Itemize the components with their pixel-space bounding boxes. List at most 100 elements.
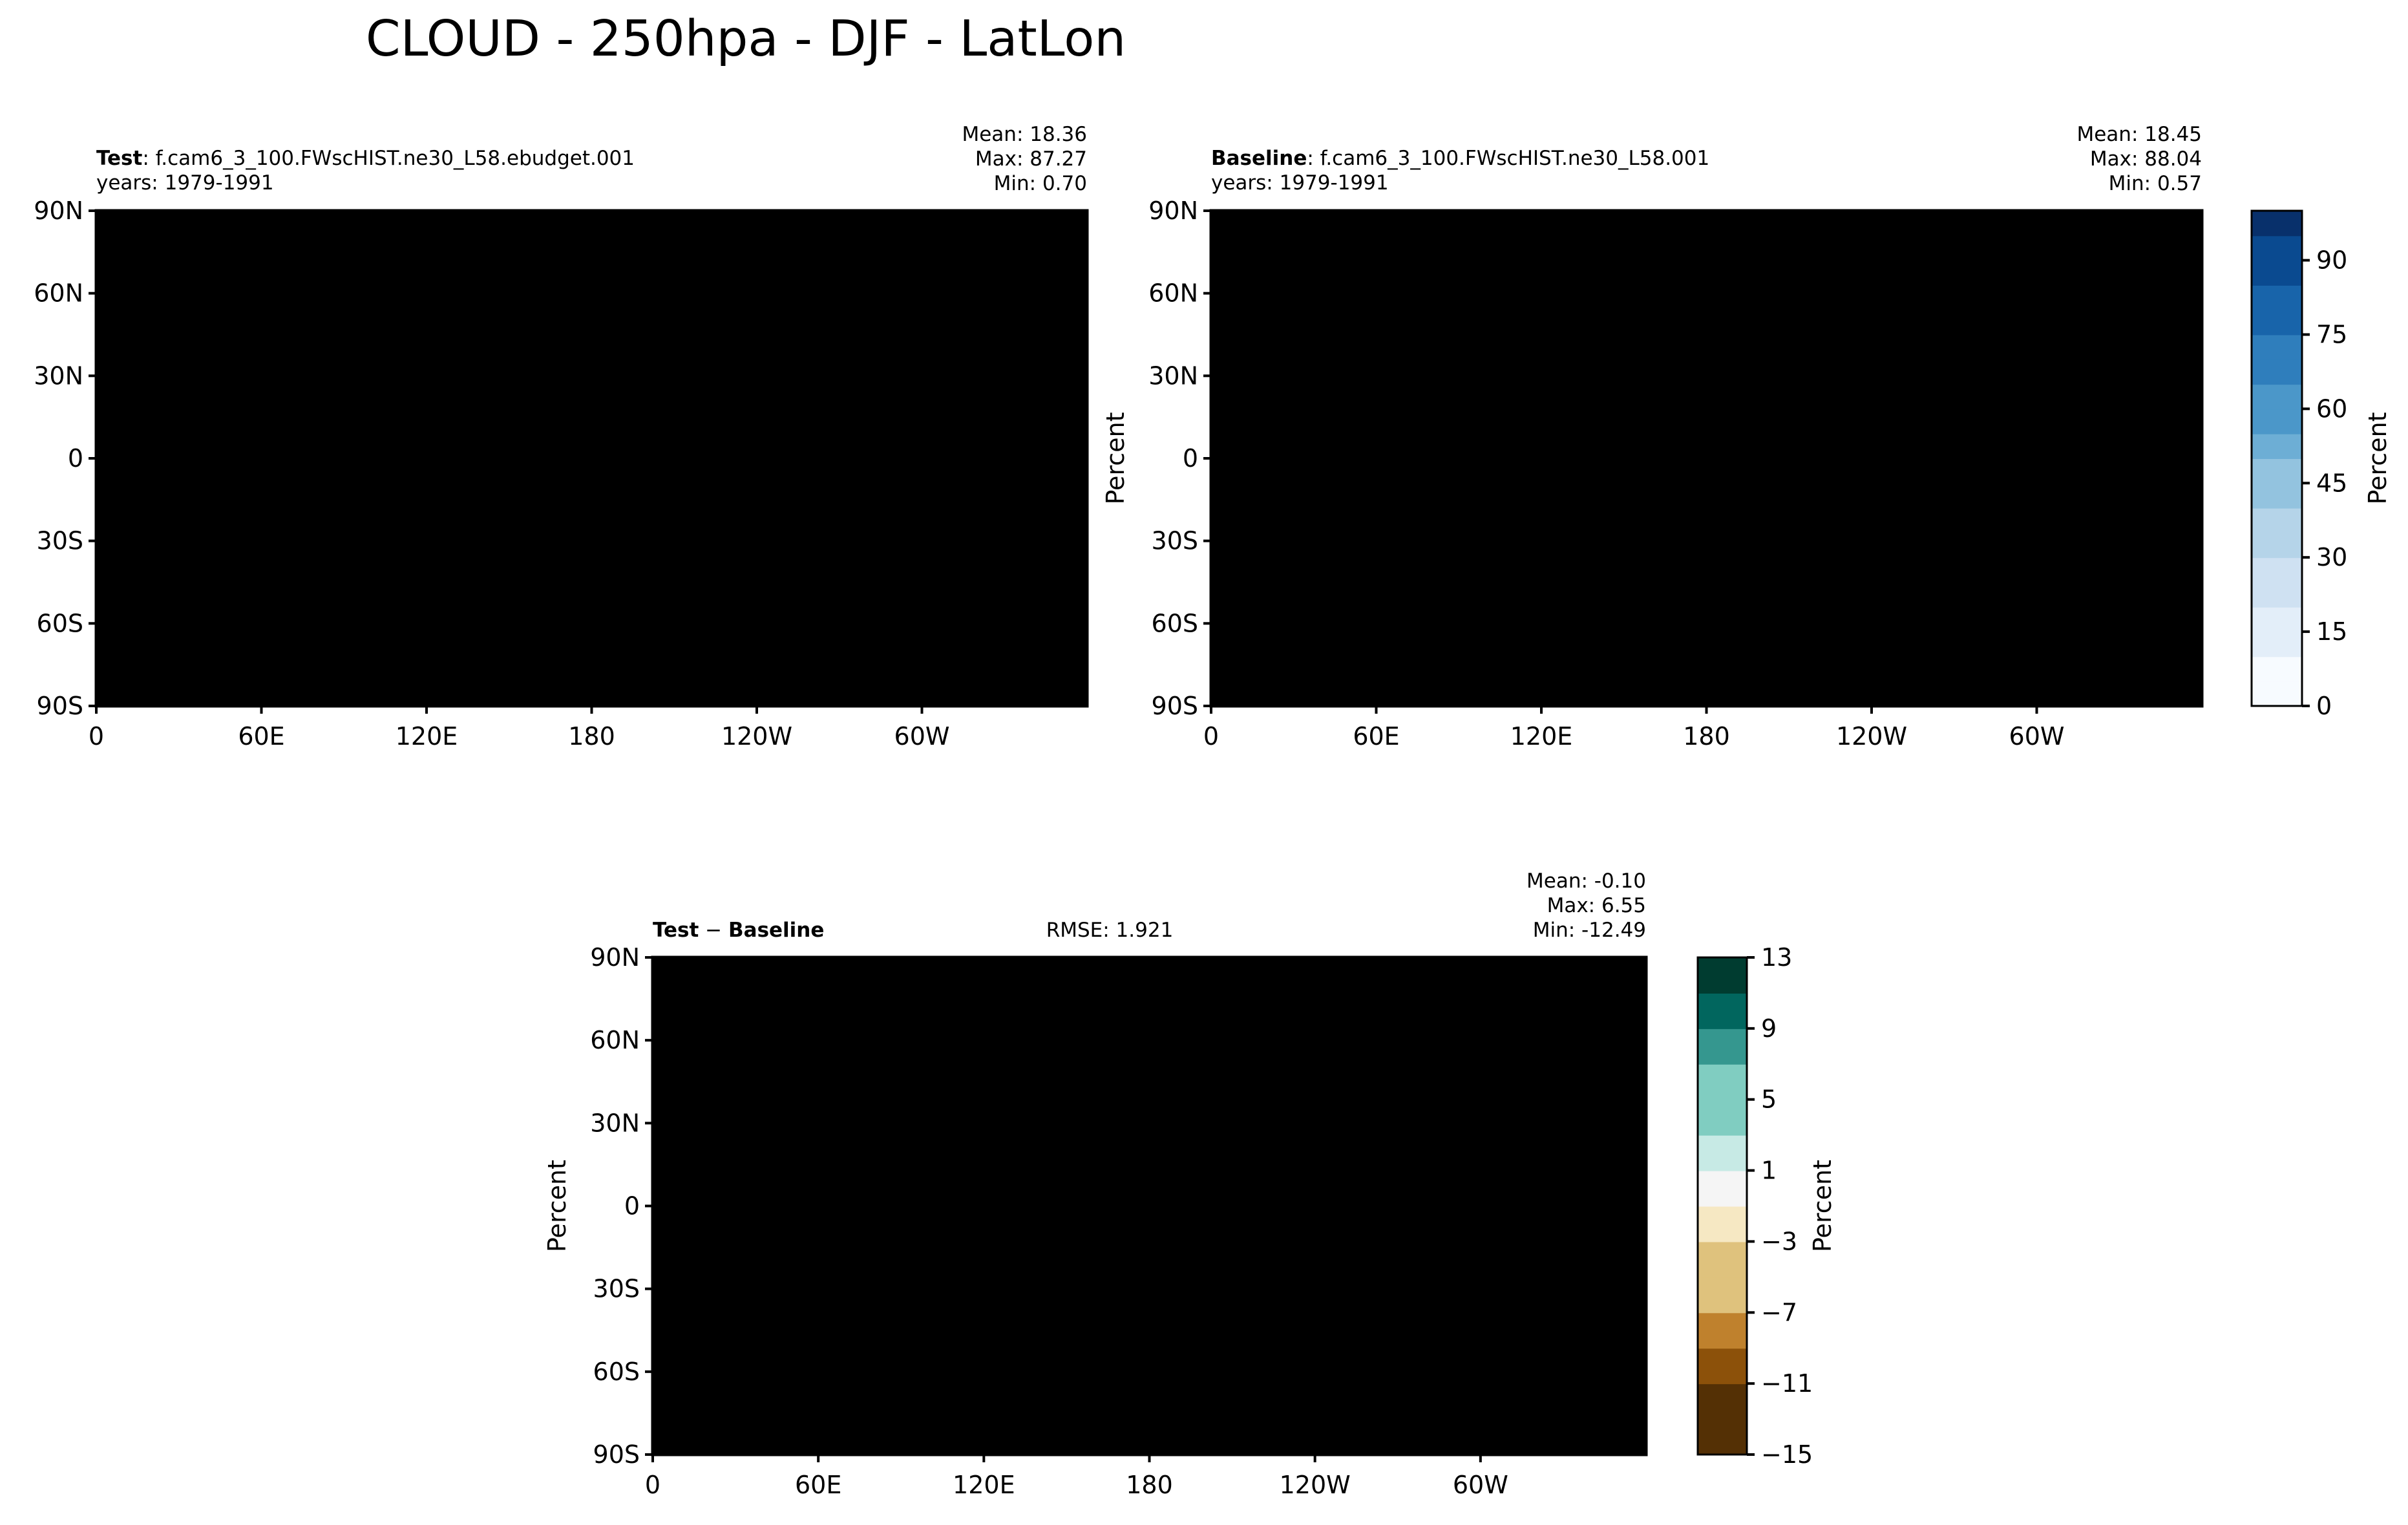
panel-difference: 0 60E 120E 180 120W 60W 90N 60N 30N 0 30S 60S 90S Per… bbox=[543, 869, 1837, 1499]
colorbar-tick-label: 90 bbox=[2316, 246, 2347, 275]
colorbar-swatch bbox=[2252, 557, 2302, 583]
y-tick-label: 30N bbox=[34, 361, 83, 390]
colorbar-swatch bbox=[1698, 1277, 1747, 1314]
colorbar-difference: 13 9 5 1 −3 −7 −11 −15 Percent bbox=[1696, 943, 1837, 1469]
figure-title: CLOUD - 250hpa - DJF - LatLon bbox=[366, 10, 1126, 68]
x-tick-label: 120E bbox=[396, 722, 458, 751]
y-tick-label: 60N bbox=[34, 279, 83, 308]
colorbar-swatch bbox=[1698, 1419, 1747, 1455]
colorbar-tick-label: 0 bbox=[2316, 692, 2332, 720]
colorbar-swatch bbox=[1698, 957, 1747, 994]
colorbar-swatch bbox=[1698, 1241, 1747, 1278]
panel-baseline: 0 60E 120E 180 120W 60W 90N 60N 30N 0 30S 60S 90S Per… bbox=[1101, 123, 2392, 751]
y-tick-label: 0 bbox=[1183, 444, 1198, 473]
colorbar-swatch bbox=[1698, 1383, 1747, 1420]
colorbar-swatch bbox=[2252, 260, 2302, 286]
x-tick-label: 120E bbox=[953, 1471, 1015, 1499]
x-tick-label: 60W bbox=[894, 722, 950, 751]
colorbar-swatch bbox=[2252, 507, 2302, 533]
colorbar-label: Percent bbox=[2363, 412, 2392, 505]
colorbar-tick-label: −7 bbox=[1761, 1298, 1797, 1327]
colorbar-tick-label: 60 bbox=[2316, 394, 2347, 423]
y-tick-label: 90N bbox=[34, 197, 83, 225]
colorbar-swatch bbox=[1698, 1063, 1747, 1100]
colorbar-tick-label: −11 bbox=[1761, 1369, 1813, 1398]
colorbar-swatch bbox=[2252, 632, 2302, 657]
stat-max: Max: 88.04 bbox=[2090, 147, 2202, 171]
coastlines bbox=[96, 231, 1087, 672]
colorbar-swatch bbox=[2252, 656, 2302, 682]
colorbar-tick-label: −15 bbox=[1761, 1440, 1813, 1469]
colorbar-swatch bbox=[2252, 681, 2302, 707]
y-tick-label: 30N bbox=[1148, 361, 1198, 390]
colorbar-swatch bbox=[1698, 1206, 1747, 1242]
colorbar-swatch bbox=[2252, 310, 2302, 336]
y-tick-label: 60S bbox=[593, 1358, 640, 1386]
x-tick-label: 180 bbox=[568, 722, 615, 751]
x-tick-label: 120W bbox=[1836, 722, 1907, 751]
x-tick-label: 60W bbox=[1453, 1471, 1508, 1499]
panel-label-case: : f.cam6_3_100.FWscHIST.ne30_L58.001 bbox=[1307, 147, 1709, 170]
stat-mean: Mean: 18.45 bbox=[2076, 123, 2202, 146]
y-tick-label: 30S bbox=[37, 527, 83, 555]
y-tick-label: 30S bbox=[593, 1275, 640, 1303]
x-tick-label: 120W bbox=[721, 722, 792, 751]
x-tick-label: 60E bbox=[238, 722, 284, 751]
y-tick-label: 30S bbox=[1152, 527, 1198, 555]
panel-years: years: 1979-1991 bbox=[1211, 171, 1389, 195]
y-tick-label: 60S bbox=[1152, 609, 1198, 637]
y-tick-label: 60S bbox=[37, 609, 83, 637]
panel-label: Baseline: f.cam6_3_100.FWscHIST.ne30_L58… bbox=[1211, 147, 1709, 170]
colorbar-swatch bbox=[2252, 359, 2302, 385]
y-tick-label: 90S bbox=[1152, 692, 1198, 720]
x-tick-label: 120W bbox=[1280, 1471, 1351, 1499]
colorbar-swatch bbox=[2252, 433, 2302, 459]
colorbar-swatch bbox=[1698, 992, 1747, 1029]
coastlines bbox=[1211, 231, 2202, 672]
coastlines bbox=[653, 977, 1646, 1420]
colorbar-swatch bbox=[2252, 211, 2302, 237]
colorbar-tick-label: 45 bbox=[2316, 469, 2347, 497]
panel-label-bold: Baseline bbox=[1211, 147, 1307, 170]
colorbar-tick-label: 13 bbox=[1761, 943, 1792, 972]
y-tick-label: 0 bbox=[68, 444, 83, 473]
rmse-label: RMSE: 1.921 bbox=[1046, 919, 1174, 942]
x-tick-label: 60E bbox=[795, 1471, 841, 1499]
stat-min: Min: -12.49 bbox=[1533, 919, 1646, 942]
y-tick-label: 90S bbox=[593, 1440, 640, 1469]
colorbar-tick-label: 9 bbox=[1761, 1014, 1777, 1043]
field-difference bbox=[653, 957, 1646, 1455]
colorbar-tick-label: 15 bbox=[2316, 617, 2347, 646]
colorbar-baseline: 0 15 30 45 60 75 90 Percent bbox=[2250, 209, 2392, 720]
colorbar-swatch bbox=[2252, 235, 2302, 261]
colorbar-swatch bbox=[2252, 409, 2302, 434]
colorbar-swatch bbox=[1698, 1170, 1747, 1207]
y-axis-label: Percent bbox=[1101, 412, 1130, 505]
stat-mean: Mean: -0.10 bbox=[1526, 869, 1646, 893]
colorbar-tick-label: −3 bbox=[1761, 1227, 1797, 1255]
colorbar-swatch bbox=[2252, 606, 2302, 633]
panel-label: Test − Baseline bbox=[653, 919, 824, 942]
panel-test: 0 60E 120E 180 120W 60W 90N 60N 30N 0 30S 60S 90S Tes… bbox=[34, 123, 1089, 751]
stat-mean: Mean: 18.36 bbox=[962, 123, 1087, 146]
panel-label: Test: f.cam6_3_100.FWscHIST.ne30_L58.ebu… bbox=[96, 147, 635, 170]
x-tick-label: 0 bbox=[645, 1471, 660, 1499]
y-tick-label: 60N bbox=[590, 1026, 640, 1054]
panel-years: years: 1979-1991 bbox=[96, 171, 274, 195]
colorbar-tick-label: 5 bbox=[1761, 1085, 1777, 1114]
colorbar-label: Percent bbox=[1808, 1160, 1837, 1252]
colorbar-swatch bbox=[1698, 1348, 1747, 1385]
stat-min: Min: 0.57 bbox=[2109, 172, 2202, 195]
colorbar-swatch bbox=[2252, 284, 2302, 311]
y-tick-label: 90N bbox=[1148, 197, 1198, 225]
panel-label-case: : f.cam6_3_100.FWscHIST.ne30_L58.ebudget… bbox=[142, 147, 635, 170]
x-tick-label: 0 bbox=[1203, 722, 1219, 751]
colorbar-tick-label: 30 bbox=[2316, 543, 2347, 571]
x-tick-label: 180 bbox=[1126, 1471, 1173, 1499]
x-tick-label: 180 bbox=[1683, 722, 1730, 751]
y-tick-label: 0 bbox=[624, 1192, 640, 1221]
colorbar-tick-label: 1 bbox=[1761, 1157, 1777, 1185]
colorbar-tick-label: 75 bbox=[2316, 321, 2347, 349]
colorbar-swatch bbox=[2252, 532, 2302, 559]
